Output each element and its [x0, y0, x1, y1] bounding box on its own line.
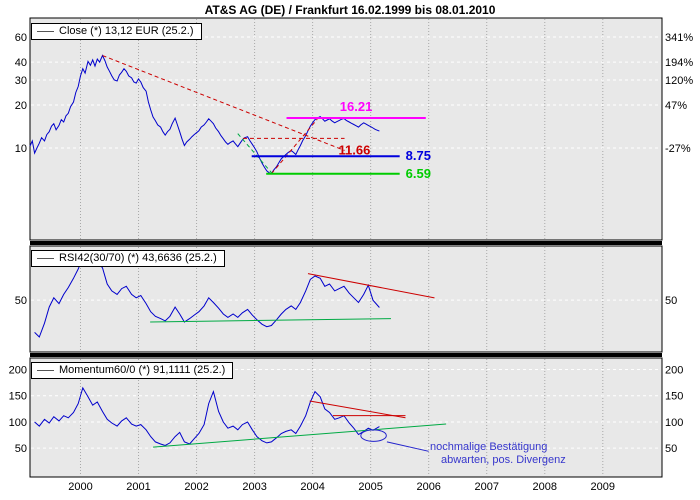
series-line-close [29, 54, 380, 175]
y-tick-left: 200 [9, 365, 27, 377]
rsi-line-sample-icon [37, 257, 54, 259]
x-tick-label: 2009 [591, 481, 615, 493]
trend-line [150, 318, 391, 323]
x-tick-label: 2007 [474, 481, 498, 493]
x-tick-label: 2001 [126, 481, 150, 493]
trend-line [102, 55, 345, 151]
level-label: 16.21 [340, 99, 373, 114]
x-tick-label: 2008 [533, 481, 557, 493]
legend-rsi-label: RSI42(30/70) (*) 43,6636 (25.2.) [59, 252, 217, 264]
level-label: 6.59 [406, 166, 431, 181]
trend-line [152, 423, 447, 448]
y-tick-right: 50 [665, 295, 677, 307]
chart-title: AT&S AG (DE) / Frankfurt 16.02.1999 bis … [204, 3, 496, 17]
x-tick-label: 2005 [358, 481, 382, 493]
level-label: 8.75 [406, 148, 431, 163]
y-tick-right: 194% [665, 57, 693, 69]
x-tick-label: 2003 [242, 481, 266, 493]
x-tick-label: 2002 [184, 481, 208, 493]
close-line-sample-icon [37, 30, 54, 32]
y-tick-left: 30 [15, 75, 27, 87]
y-tick-right: 120% [665, 75, 693, 87]
legend-close: Close (*) 13,12 EUR (25.2.) [31, 23, 202, 40]
y-tick-right: 150 [665, 391, 683, 403]
note-pointer-line [386, 441, 429, 452]
trend-line [307, 273, 435, 299]
legend-rsi: RSI42(30/70) (*) 43,6636 (25.2.) [31, 250, 225, 267]
y-tick-left: 50 [15, 443, 27, 455]
y-tick-right: 47% [665, 100, 687, 112]
y-tick-left: 10 [15, 143, 27, 155]
analyst-note-line2: abwarten, pos. Divergenz [441, 454, 566, 466]
x-tick-label: 2006 [416, 481, 440, 493]
y-tick-right: -27% [665, 143, 691, 155]
level-label: 11.66 [339, 142, 371, 157]
analyst-note-line1: nochmalige Bestätigung [430, 441, 548, 453]
divergence-ellipse [360, 429, 387, 442]
y-tick-right: 200 [665, 365, 683, 377]
trend-line [237, 133, 274, 175]
legend-momentum-label: Momentum60/0 (*) 91,1111 (25.2.) [59, 364, 226, 376]
y-tick-left: 60 [15, 32, 27, 44]
legend-momentum: Momentum60/0 (*) 91,1111 (25.2.) [31, 362, 234, 379]
y-tick-left: 50 [15, 295, 27, 307]
series-line-momentum60 [34, 386, 380, 447]
y-tick-left: 20 [15, 100, 27, 112]
trend-line [309, 400, 406, 419]
y-tick-left: 150 [9, 391, 27, 403]
panel-bg-price [29, 17, 663, 241]
analyst-note: nochmalige Bestätigung abwarten, pos. Di… [430, 441, 566, 467]
legend-close-label: Close (*) 13,12 EUR (25.2.) [59, 25, 194, 37]
panel-separator [30, 353, 662, 357]
y-tick-right: 341% [665, 32, 693, 44]
y-tick-right: 50 [665, 443, 677, 455]
x-tick-label: 2004 [300, 481, 324, 493]
momentum-line-sample-icon [37, 369, 54, 371]
y-tick-right: 100 [665, 417, 683, 429]
y-tick-left: 40 [15, 57, 27, 69]
x-tick-label: 2000 [68, 481, 92, 493]
y-tick-left: 100 [9, 417, 27, 429]
trend-line [271, 118, 318, 174]
panel-separator [30, 241, 662, 245]
